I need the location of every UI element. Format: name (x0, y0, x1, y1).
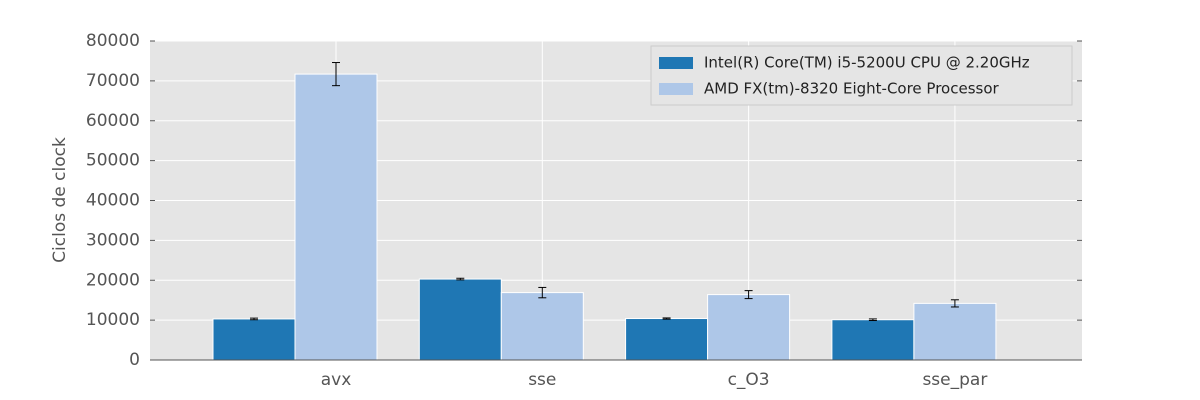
error-bar (332, 62, 340, 87)
y-tick-label: 0 (129, 350, 140, 370)
y-tick-label: 40000 (86, 191, 140, 211)
bar (500, 292, 584, 361)
bar (212, 318, 296, 361)
x-tick-label: sse (528, 370, 556, 390)
error-bar (538, 286, 547, 299)
legend-box (650, 45, 1073, 106)
error-bar (250, 317, 258, 321)
legend-label: AMD FX(tm)-8320 Eight-Core Processor (704, 80, 1000, 98)
error-bar (662, 317, 671, 320)
legend-swatch (659, 83, 693, 95)
bar (418, 278, 502, 361)
bar (707, 294, 791, 361)
legend-swatch (659, 57, 693, 69)
y-tick-label: 60000 (86, 111, 140, 131)
y-tick-label: 30000 (86, 230, 140, 250)
bar (913, 302, 997, 361)
y-tick-label: 20000 (86, 270, 140, 290)
legend-label: Intel(R) Core(TM) i5-5200U CPU @ 2.20GHz (704, 54, 1030, 72)
error-bar (868, 318, 877, 322)
x-tick-label: avx (321, 370, 352, 390)
x-tick-label: c_O3 (728, 370, 770, 390)
error-bar (456, 277, 465, 281)
error-bar (744, 290, 753, 300)
y-tick-label: 50000 (86, 151, 140, 171)
y-tick-label: 10000 (86, 310, 140, 330)
y-axis-label: Ciclos de clock (50, 137, 70, 263)
x-tick-label: sse_par (922, 370, 987, 390)
y-tick-label: 80000 (86, 31, 140, 51)
bar (831, 319, 915, 361)
error-bar (950, 299, 959, 308)
y-tick-label: 70000 (86, 71, 140, 91)
bar (625, 318, 709, 361)
legend: Intel(R) Core(TM) i5-5200U CPU @ 2.20GHz… (650, 45, 1073, 106)
bar (294, 73, 378, 361)
